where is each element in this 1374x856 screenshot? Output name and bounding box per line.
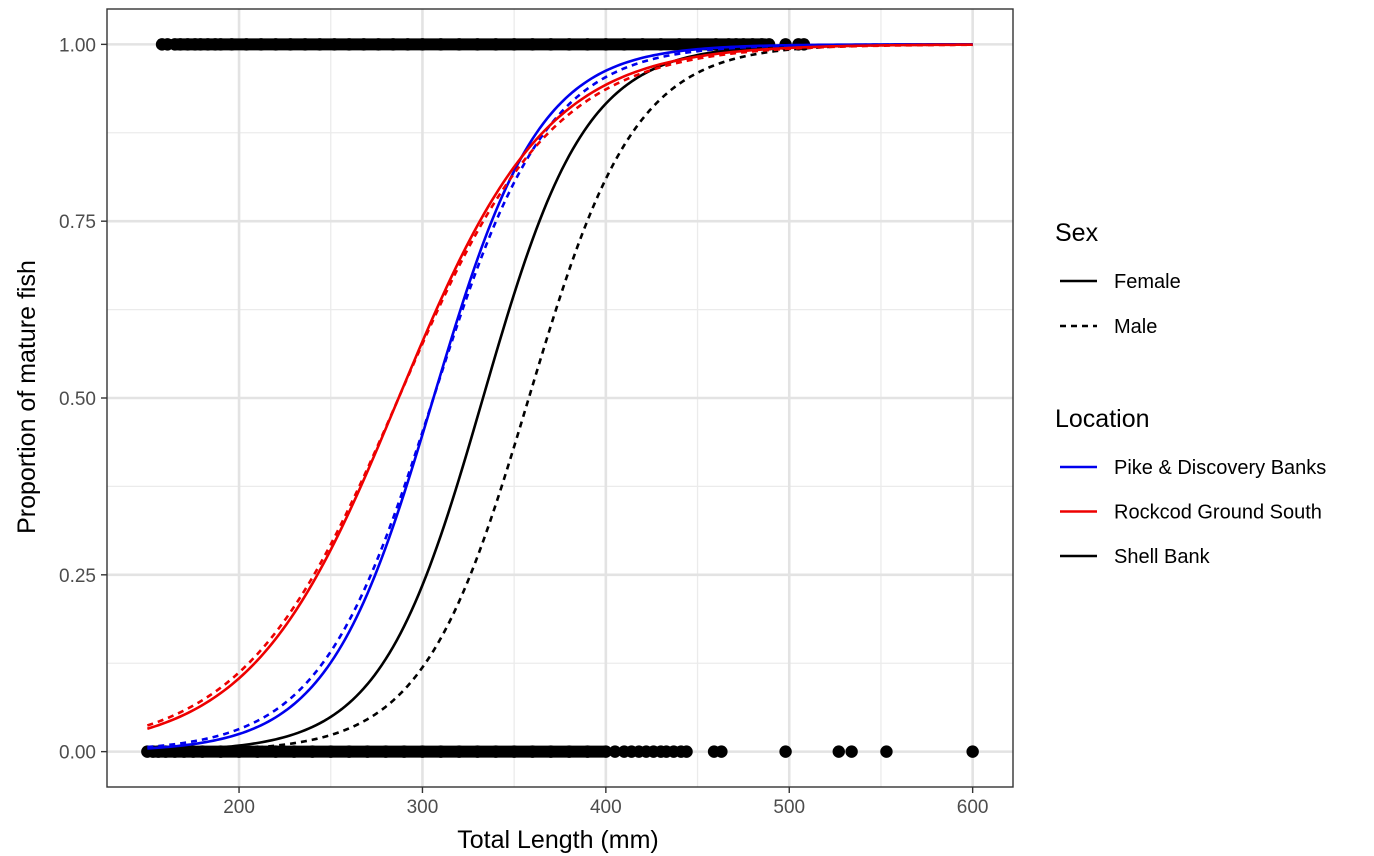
point-immature bbox=[832, 745, 845, 758]
point-mature bbox=[691, 38, 704, 51]
point-mature bbox=[298, 38, 312, 51]
y-tick-label: 0.50 bbox=[59, 389, 96, 410]
point-mature bbox=[357, 38, 370, 51]
point-mature bbox=[452, 38, 466, 51]
point-mature bbox=[617, 38, 631, 51]
point-mature bbox=[269, 38, 282, 51]
point-immature bbox=[251, 745, 264, 758]
point-mature bbox=[416, 38, 429, 51]
point-mature bbox=[313, 38, 326, 51]
point-immature bbox=[880, 745, 893, 758]
point-mature bbox=[581, 38, 594, 51]
point-mature bbox=[636, 38, 649, 51]
point-immature bbox=[361, 745, 374, 758]
point-immature bbox=[489, 745, 503, 758]
legend-title-location: Location bbox=[1055, 405, 1150, 433]
curve-shell-bank-male bbox=[147, 43, 973, 753]
legend-label-pike-discovery-banks: Pike & Discovery Banks bbox=[1114, 457, 1326, 479]
point-mature bbox=[214, 38, 227, 51]
point-immature bbox=[608, 745, 622, 758]
point-immature bbox=[544, 745, 558, 758]
point-immature bbox=[452, 745, 466, 758]
point-mature bbox=[434, 38, 447, 51]
legend-label-shell-bank: Shell Bank bbox=[1114, 546, 1211, 568]
point-immature bbox=[562, 745, 576, 758]
point-immature bbox=[779, 745, 792, 758]
point-immature bbox=[966, 745, 979, 758]
point-mature bbox=[599, 38, 613, 51]
point-mature bbox=[507, 38, 521, 51]
point-immature bbox=[507, 745, 521, 758]
legend-location-items: Pike & Discovery Banks Rockcod Ground Sou… bbox=[1060, 457, 1326, 568]
x-tick-label: 600 bbox=[957, 797, 989, 818]
point-mature bbox=[526, 38, 539, 51]
point-immature bbox=[416, 745, 429, 758]
point-immature bbox=[526, 745, 539, 758]
point-immature bbox=[306, 745, 319, 758]
point-immature bbox=[342, 745, 356, 758]
point-mature bbox=[544, 38, 558, 51]
point-mature bbox=[673, 38, 686, 51]
point-mature bbox=[240, 38, 253, 51]
point-mature bbox=[654, 38, 668, 51]
legend-label-male: Male bbox=[1114, 316, 1157, 338]
data-points bbox=[141, 38, 979, 758]
y-axis-title: Proportion of mature fish bbox=[13, 260, 41, 534]
point-immature bbox=[599, 745, 613, 758]
point-mature bbox=[401, 38, 414, 51]
legend-title-sex: Sex bbox=[1055, 219, 1099, 247]
y-axis: 0.00 0.25 0.50 0.75 1.00 bbox=[59, 35, 107, 764]
y-tick-label: 0.00 bbox=[59, 743, 96, 764]
point-immature bbox=[287, 745, 301, 758]
point-immature bbox=[324, 745, 337, 758]
point-immature bbox=[680, 745, 693, 758]
point-immature bbox=[715, 745, 728, 758]
point-mature bbox=[489, 38, 503, 51]
x-tick-label: 200 bbox=[223, 797, 255, 818]
point-immature bbox=[845, 745, 858, 758]
curve-rockcod-ground-south-female bbox=[146, 43, 973, 730]
y-tick-label: 0.75 bbox=[59, 212, 96, 233]
curve-rockcod-ground-south-male bbox=[146, 43, 973, 727]
x-axis: 200 300 400 500 600 bbox=[223, 787, 989, 818]
point-mature bbox=[225, 38, 238, 51]
x-tick-label: 300 bbox=[407, 797, 439, 818]
point-immature bbox=[397, 745, 411, 758]
y-tick-label: 1.00 bbox=[59, 35, 96, 56]
curve-pike-discovery-banks-male bbox=[147, 43, 973, 749]
point-immature bbox=[471, 745, 484, 758]
point-mature bbox=[284, 38, 297, 51]
x-tick-label: 500 bbox=[773, 797, 805, 818]
point-mature bbox=[471, 38, 484, 51]
y-tick-label: 0.25 bbox=[59, 566, 96, 587]
legend-sex-items: Female Male bbox=[1060, 271, 1181, 338]
x-tick-label: 400 bbox=[590, 797, 622, 818]
legend: Sex Female Male Location Pike & Discovery… bbox=[1055, 219, 1326, 568]
point-immature bbox=[434, 745, 447, 758]
point-mature bbox=[328, 38, 341, 51]
point-immature bbox=[379, 745, 392, 758]
legend-label-female: Female bbox=[1114, 271, 1181, 293]
point-mature bbox=[562, 38, 576, 51]
legend-label-rockcod-ground-south: Rockcod Ground South bbox=[1114, 502, 1322, 524]
point-mature bbox=[372, 38, 385, 51]
point-immature bbox=[269, 745, 282, 758]
point-mature bbox=[342, 38, 356, 51]
point-mature bbox=[254, 38, 268, 51]
point-mature bbox=[386, 38, 400, 51]
curve-pike-discovery-banks-female bbox=[147, 43, 973, 750]
fitted-curves bbox=[146, 43, 973, 753]
x-axis-title: Total Length (mm) bbox=[457, 826, 658, 854]
point-immature bbox=[581, 745, 594, 758]
